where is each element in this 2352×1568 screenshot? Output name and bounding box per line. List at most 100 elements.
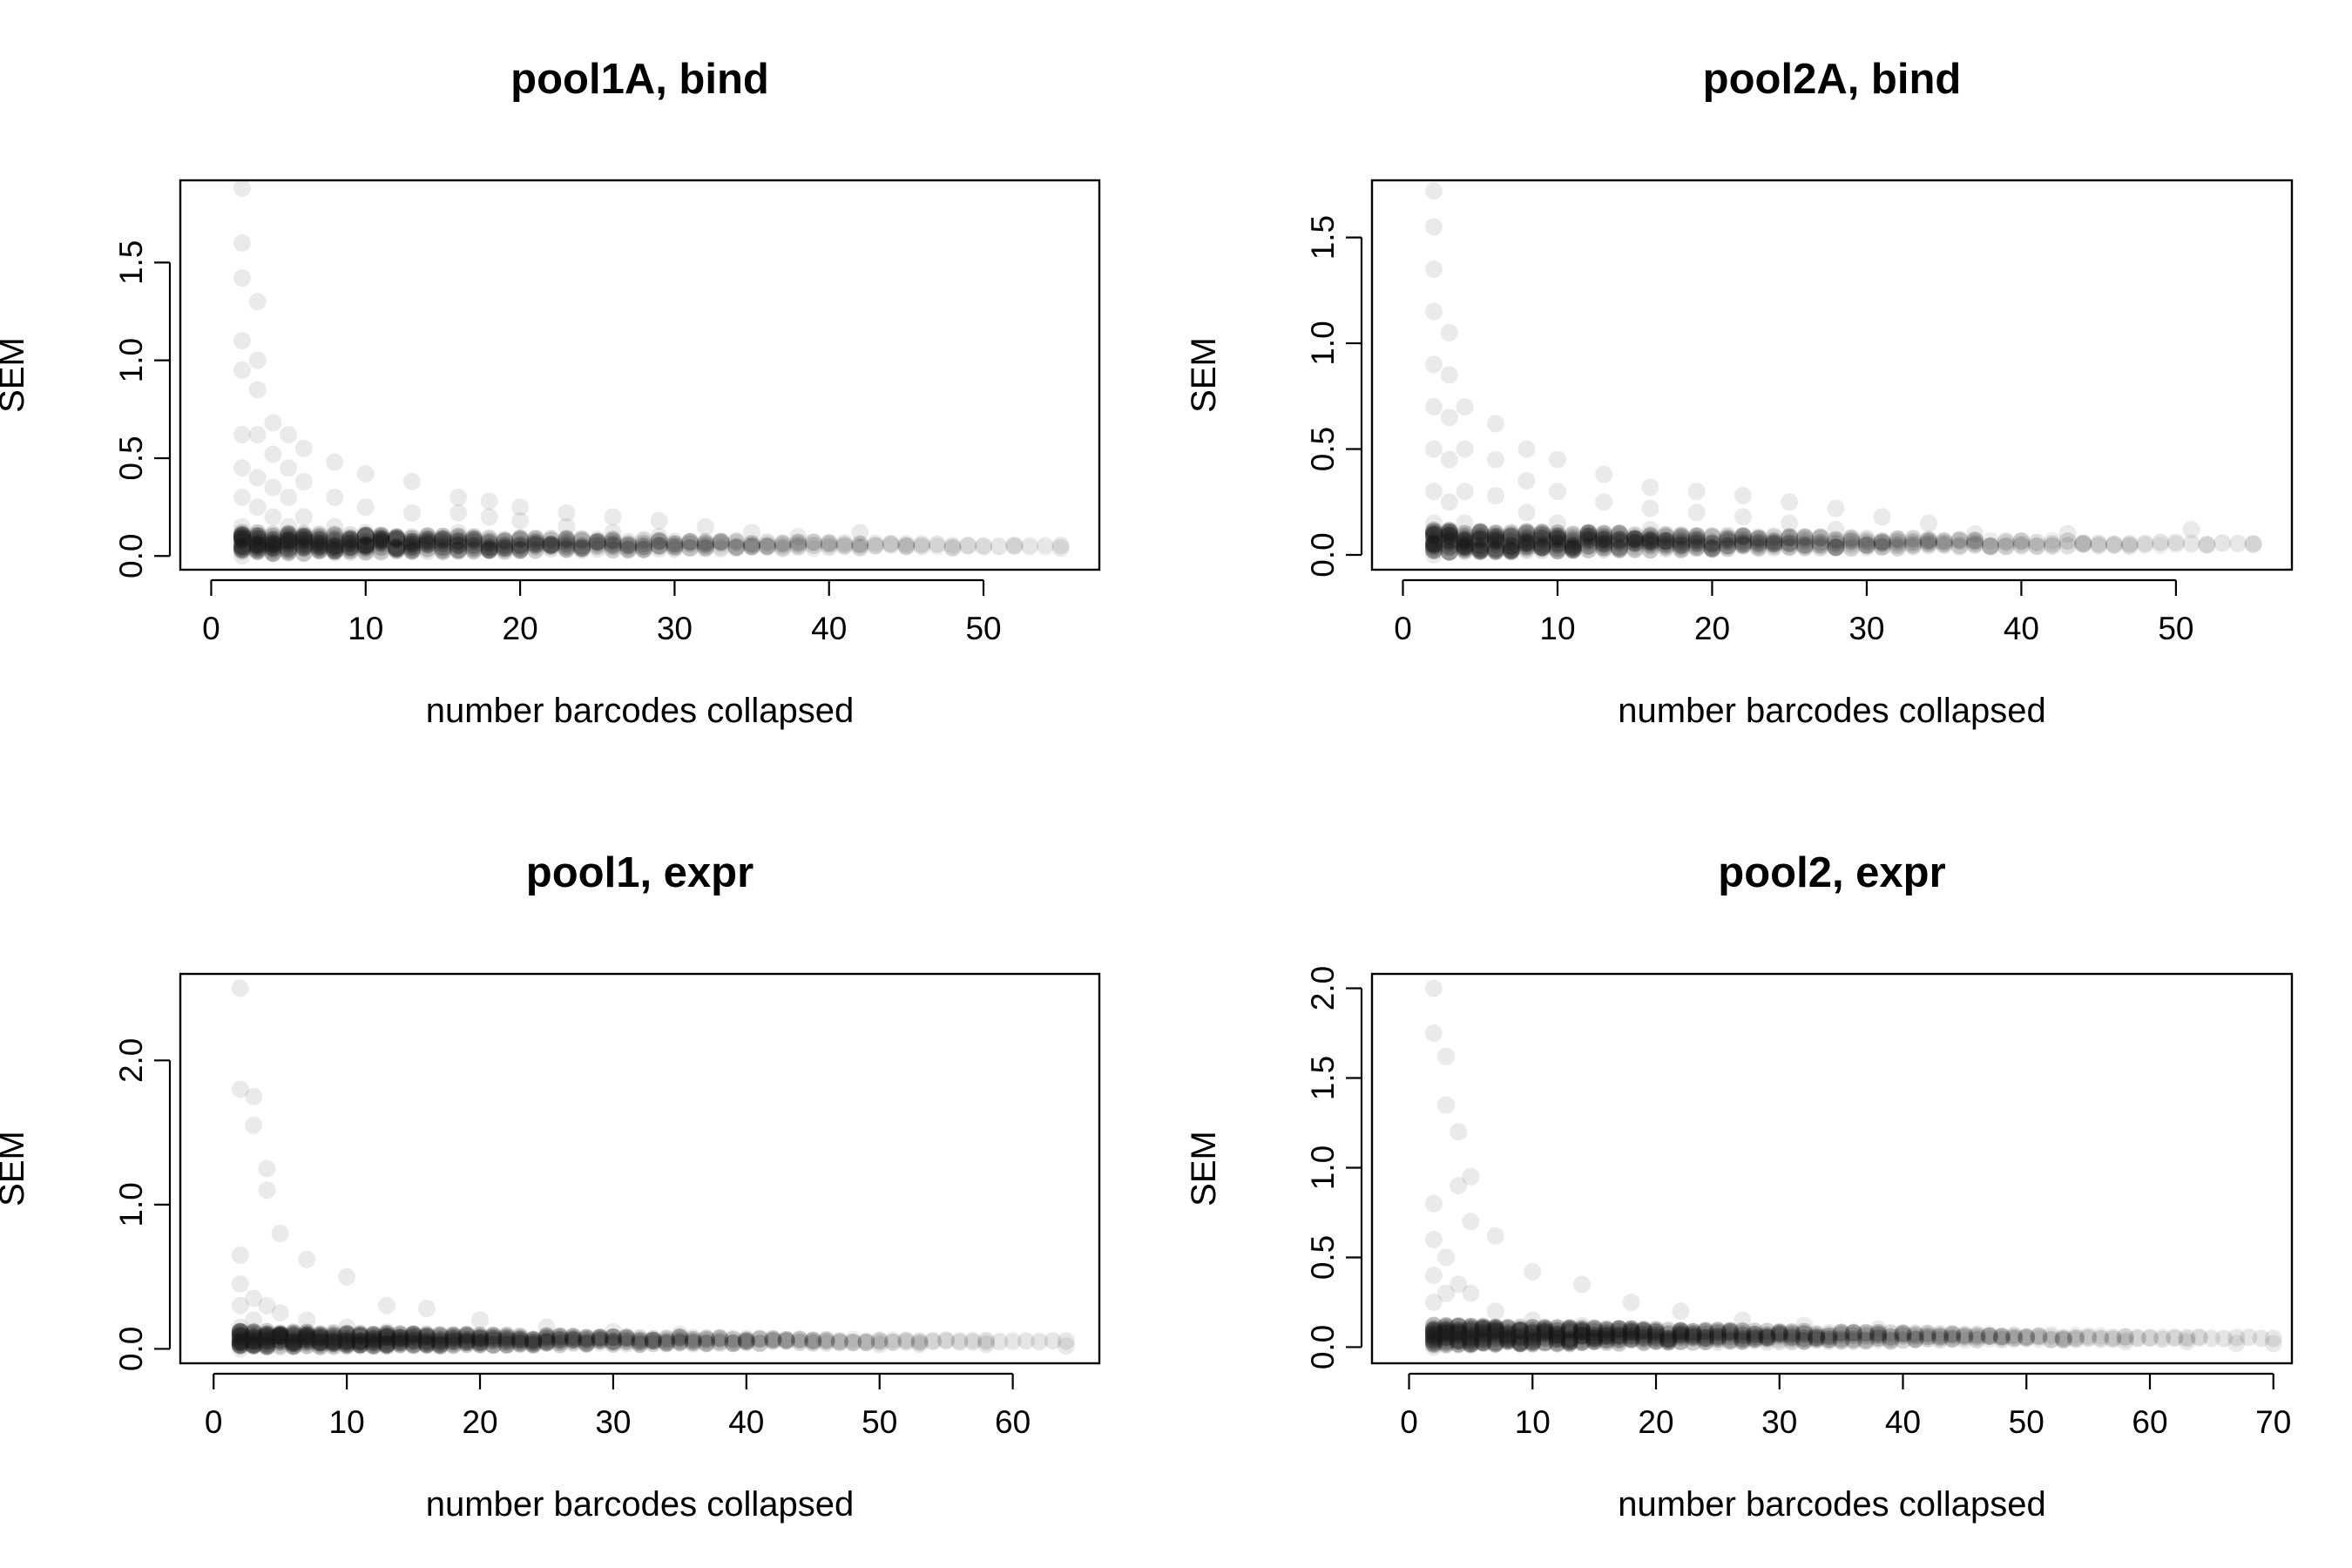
data-point: [404, 1336, 422, 1355]
data-point: [1719, 531, 1737, 549]
data-point: [1721, 1326, 1740, 1344]
data-point: [1456, 527, 1474, 545]
data-point: [1579, 524, 1598, 543]
data-point: [449, 532, 468, 551]
data-point: [558, 535, 576, 553]
data-point: [2105, 535, 2123, 553]
data-point: [356, 538, 375, 557]
data-point: [1524, 1323, 1542, 1342]
data-point: [2166, 536, 2185, 554]
data-point: [1684, 1325, 1702, 1343]
data-point: [1904, 536, 1923, 554]
data-point: [2028, 537, 2046, 555]
data-point: [1857, 529, 1876, 547]
data-point: [1486, 531, 1504, 550]
data-point: [1517, 534, 1536, 552]
data-point: [496, 532, 514, 551]
data-point: [1781, 527, 1799, 545]
data-point: [351, 1326, 369, 1344]
data-point: [1560, 1320, 1578, 1338]
data-point: [364, 1334, 382, 1352]
data-point: [2028, 533, 2046, 551]
data-point: [1498, 1326, 1517, 1344]
data-point: [1657, 539, 1675, 558]
data-point: [1634, 1322, 1652, 1341]
data-point: [1734, 1321, 1752, 1340]
data-point: [264, 414, 282, 432]
data-point: [1842, 537, 1861, 555]
data-point: [1511, 1335, 1530, 1353]
data-point: [591, 1328, 609, 1347]
data-point: [1659, 1333, 1678, 1351]
data-point: [1440, 525, 1458, 544]
data-point: [417, 1328, 436, 1346]
data-point: [1511, 1333, 1530, 1351]
data-point: [1471, 524, 1490, 542]
data-point: [1610, 541, 1628, 559]
data-point: [1517, 527, 1536, 545]
data-point: [564, 1327, 583, 1345]
data-point: [1808, 1327, 1826, 1345]
data-point: [1696, 1328, 1714, 1347]
data-point: [310, 535, 328, 553]
data-point: [537, 1327, 556, 1345]
data-point: [851, 539, 869, 558]
y-tick-label: 1.5: [1305, 215, 1341, 260]
data-point: [619, 540, 638, 558]
data-point: [1502, 537, 1520, 556]
data-point: [711, 1334, 729, 1352]
data-point: [604, 531, 622, 549]
data-point: [496, 537, 514, 555]
data-point: [404, 1331, 422, 1349]
data-point: [496, 538, 514, 557]
data-point: [774, 539, 792, 558]
data-point: [233, 537, 251, 556]
data-point: [743, 537, 761, 556]
data-point: [604, 1333, 622, 1351]
data-point: [264, 536, 282, 554]
data-point: [1572, 1319, 1591, 1337]
data-point: [591, 1334, 609, 1352]
data-point: [634, 537, 652, 555]
data-point: [391, 1333, 409, 1351]
data-point: [391, 1331, 409, 1349]
data-point: [1524, 1332, 1542, 1350]
data-point: [696, 537, 714, 556]
data-point: [1572, 1323, 1591, 1342]
data-point: [233, 530, 251, 548]
data-point: [851, 524, 869, 542]
data-point: [1572, 1333, 1591, 1351]
data-point: [1919, 535, 1937, 553]
data-point: [449, 532, 468, 551]
data-point: [431, 1334, 449, 1352]
data-point: [298, 1328, 316, 1347]
data-point: [1598, 1333, 1616, 1351]
data-point: [1424, 522, 1443, 540]
data-point: [1450, 1331, 1468, 1349]
data-point: [1781, 529, 1799, 547]
data-point: [434, 530, 452, 548]
data-point: [402, 533, 421, 551]
data-point: [264, 536, 282, 554]
data-point: [2054, 1328, 2072, 1347]
data-point: [2043, 537, 2061, 556]
data-point: [311, 1329, 329, 1348]
data-point: [1486, 535, 1504, 553]
data-point: [294, 524, 313, 543]
data-point: [1734, 536, 1752, 554]
data-point: [1511, 1333, 1530, 1351]
data-point: [338, 1337, 356, 1355]
data-point: [298, 1327, 316, 1345]
data-point: [2042, 1328, 2060, 1346]
data-point: [1622, 1329, 1640, 1348]
data-point: [372, 531, 390, 550]
data-point: [464, 533, 483, 551]
data-point: [2066, 1328, 2085, 1347]
data-point: [1950, 537, 1969, 555]
data-point: [634, 540, 652, 558]
data-point: [604, 535, 622, 553]
data-point: [1641, 478, 1659, 497]
data-point: [280, 543, 298, 561]
data-point: [777, 1333, 795, 1351]
data-point: [1827, 535, 1845, 553]
